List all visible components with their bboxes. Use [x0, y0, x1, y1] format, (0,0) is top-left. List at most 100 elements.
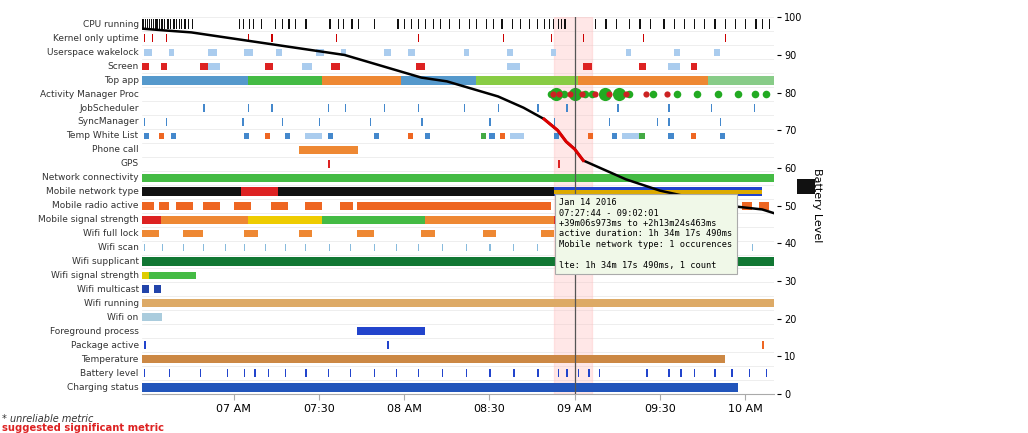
- Bar: [154, 285, 160, 293]
- Bar: [647, 229, 660, 237]
- Bar: [503, 34, 505, 42]
- Bar: [254, 369, 256, 378]
- Bar: [668, 132, 673, 139]
- Bar: [425, 216, 554, 223]
- Bar: [720, 132, 725, 139]
- Bar: [578, 369, 580, 378]
- Bar: [595, 19, 596, 29]
- Bar: [592, 202, 714, 210]
- Bar: [341, 48, 346, 56]
- Bar: [448, 19, 450, 29]
- Point: [758, 90, 774, 97]
- Bar: [285, 132, 290, 139]
- Bar: [512, 19, 513, 29]
- Point: [577, 90, 593, 97]
- Bar: [299, 229, 313, 237]
- Bar: [161, 19, 162, 29]
- Bar: [388, 341, 390, 349]
- Bar: [305, 19, 306, 29]
- Bar: [176, 19, 177, 29]
- Bar: [359, 19, 360, 29]
- Bar: [492, 19, 494, 29]
- Bar: [249, 19, 251, 29]
- Bar: [481, 132, 486, 139]
- Text: Jan 14 2016
07:27:44 - 09:02:01
+39m06s973ms to +2h13m24s463ms
active duration: : Jan 14 2016 07:27:44 - 09:02:01 +39m06s9…: [559, 198, 733, 269]
- Bar: [204, 202, 220, 210]
- Bar: [588, 369, 590, 378]
- Text: Wifi running: Wifi running: [83, 299, 139, 308]
- Text: Wifi scan: Wifi scan: [98, 243, 139, 252]
- Bar: [171, 132, 176, 139]
- Bar: [204, 104, 205, 112]
- Bar: [142, 76, 248, 84]
- Bar: [352, 19, 353, 29]
- Bar: [650, 19, 651, 29]
- Bar: [264, 62, 273, 70]
- Point: [611, 90, 627, 97]
- Text: Temperature: Temperature: [81, 355, 139, 364]
- Bar: [691, 132, 696, 139]
- Point: [730, 90, 746, 97]
- Bar: [339, 202, 354, 210]
- Bar: [277, 48, 282, 56]
- Bar: [305, 132, 323, 139]
- Text: Charging status: Charging status: [67, 382, 139, 391]
- Point: [556, 90, 573, 97]
- Bar: [442, 369, 443, 378]
- Bar: [418, 19, 419, 29]
- Bar: [142, 229, 159, 237]
- Text: Wifi multicast: Wifi multicast: [76, 285, 139, 294]
- Bar: [605, 19, 607, 29]
- Bar: [639, 62, 647, 70]
- Bar: [489, 132, 494, 139]
- Text: Activity Manager Proc: Activity Manager Proc: [40, 90, 139, 99]
- Point: [551, 90, 567, 97]
- Bar: [613, 132, 617, 139]
- Bar: [754, 104, 755, 112]
- Bar: [383, 48, 391, 56]
- Bar: [583, 34, 584, 42]
- Bar: [142, 187, 554, 196]
- Bar: [507, 48, 513, 56]
- Bar: [170, 48, 174, 56]
- Text: Userspace wakelock: Userspace wakelock: [47, 48, 139, 57]
- Text: Kernel only uptime: Kernel only uptime: [53, 34, 139, 43]
- Bar: [248, 76, 323, 84]
- Text: Top app: Top app: [104, 76, 139, 84]
- Bar: [357, 327, 425, 335]
- Bar: [762, 341, 764, 349]
- Bar: [151, 19, 152, 29]
- Bar: [732, 369, 733, 378]
- Bar: [748, 369, 749, 378]
- Bar: [489, 118, 490, 126]
- Bar: [551, 48, 556, 56]
- Point: [545, 90, 561, 97]
- Bar: [282, 19, 283, 29]
- Bar: [694, 19, 695, 29]
- Bar: [756, 19, 757, 29]
- Bar: [154, 19, 156, 29]
- Bar: [209, 62, 220, 70]
- Bar: [244, 19, 245, 29]
- Bar: [520, 19, 521, 29]
- Bar: [264, 132, 269, 139]
- Bar: [164, 19, 166, 29]
- Bar: [583, 62, 592, 70]
- Bar: [714, 369, 715, 378]
- Bar: [176, 202, 193, 210]
- Bar: [418, 104, 419, 112]
- Bar: [554, 216, 578, 223]
- Bar: [295, 19, 296, 29]
- Bar: [642, 34, 645, 42]
- Bar: [553, 19, 554, 29]
- Text: JobScheduler: JobScheduler: [79, 103, 139, 113]
- Bar: [316, 48, 324, 56]
- Bar: [170, 19, 172, 29]
- Bar: [588, 132, 593, 139]
- Bar: [507, 62, 520, 70]
- Bar: [617, 104, 619, 112]
- Point: [638, 90, 655, 97]
- Bar: [578, 76, 707, 84]
- Text: Foreground process: Foreground process: [49, 327, 139, 336]
- Bar: [142, 174, 774, 182]
